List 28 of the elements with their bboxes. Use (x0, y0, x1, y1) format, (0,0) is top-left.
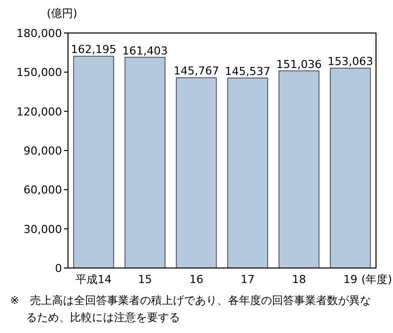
x-tick-label: 17 (240, 273, 255, 286)
y-tick-label: 0 (55, 262, 62, 275)
y-tick-label: 150,000 (16, 66, 62, 80)
x-tick-label: 15 (138, 273, 152, 286)
data-label: 145,767 (174, 64, 220, 78)
text: ※ 売上高は全回答事業者の積上げであり、各年度の回答事業者数が異なるため、比較には注意を要する (10, 293, 372, 326)
bar (278, 70, 320, 268)
x-tick-label: 16 (189, 273, 204, 286)
x-tick-label: 18 (292, 273, 306, 286)
x-tick-label: 19 (343, 273, 358, 286)
bar (330, 68, 371, 268)
y-tick-label: 120,000 (16, 105, 62, 118)
bar (176, 77, 217, 268)
data-label: 162,195 (70, 43, 116, 56)
y-axis-title: (億円) (46, 7, 78, 20)
data-label: 145,537 (224, 64, 270, 78)
y-tick-label: 60,000 (24, 184, 62, 197)
data-label: 161,403 (122, 44, 168, 58)
y-tick-label: 90,000 (24, 144, 62, 158)
bar (124, 56, 166, 268)
x-axis-title: (年度) (361, 273, 392, 286)
x-tick-label: 平成14 (76, 273, 112, 286)
bar (227, 78, 268, 268)
y-tick-label: 30,000 (24, 222, 62, 236)
data-label: 151,036 (276, 58, 322, 71)
y-tick-label: 180,000 (16, 27, 62, 40)
data-label: 153,063 (328, 55, 374, 68)
bar (73, 56, 114, 268)
